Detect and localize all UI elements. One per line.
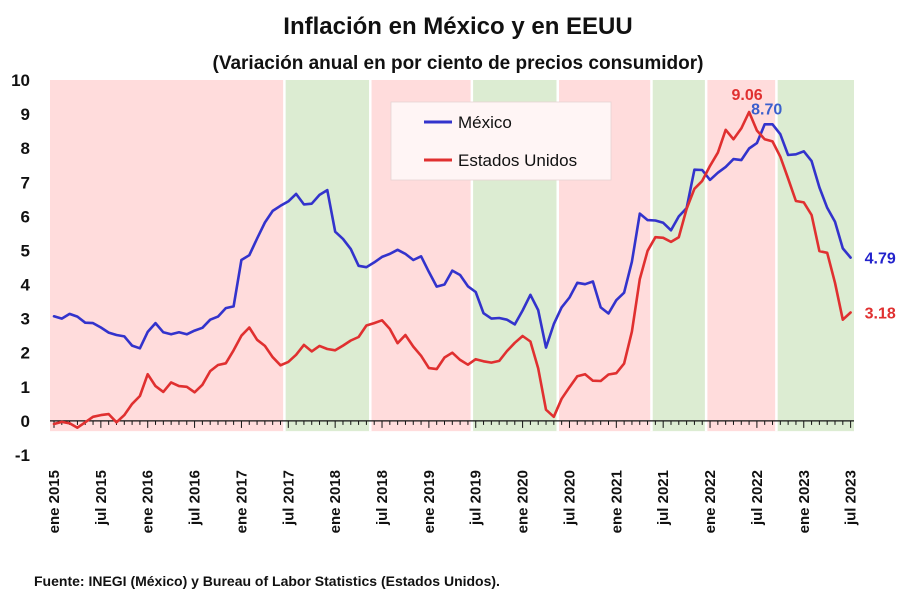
regime-band xyxy=(50,80,285,432)
x-tick-label: jul 2021 xyxy=(655,470,672,526)
legend-box xyxy=(390,101,612,181)
x-tick-label: jul 2018 xyxy=(374,470,391,526)
x-tick-label: jul 2015 xyxy=(93,470,110,526)
legend-label-estados-unidos: Estados Unidos xyxy=(458,151,577,170)
x-tick-label: ene 2021 xyxy=(608,470,625,533)
y-tick-label: 3 xyxy=(21,310,30,329)
data-label: 8.70 xyxy=(751,101,782,118)
series-line-estados-unidos xyxy=(52,110,852,430)
x-tick-label: ene 2017 xyxy=(233,470,250,533)
regime-band xyxy=(651,80,707,432)
y-tick-label: 2 xyxy=(21,344,30,363)
data-annotations: 9.068.70 4.79 3.18 xyxy=(732,87,896,322)
legend: México Estados Unidos xyxy=(390,101,612,181)
x-tick-label: ene 2020 xyxy=(515,470,532,533)
legend-label-mexico: México xyxy=(458,113,512,132)
chart-title: Inflación en México y en EEUU xyxy=(283,13,632,40)
y-tick-label: 0 xyxy=(21,412,30,431)
y-tick-label: -1 xyxy=(15,446,30,465)
data-label: 9.06 xyxy=(732,87,763,104)
y-tick-label: 9 xyxy=(21,105,30,124)
regime-band xyxy=(776,80,854,432)
x-tick-label: jul 2022 xyxy=(749,470,766,526)
y-tick-label: 7 xyxy=(21,173,30,192)
x-tick-label: jul 2020 xyxy=(561,470,578,526)
chart-subtitle: (Variación anual en por ciento de precio… xyxy=(213,53,704,74)
y-tick-label: 10 xyxy=(11,71,30,90)
x-tick-label: jul 2016 xyxy=(187,470,204,526)
data-label: 3.18 xyxy=(865,306,896,323)
x-tick-label: ene 2019 xyxy=(421,470,438,533)
series-line-mexico xyxy=(52,123,852,350)
x-tick-label: ene 2022 xyxy=(702,470,719,533)
x-tick-label: jul 2017 xyxy=(280,470,297,526)
y-tick-label: 4 xyxy=(21,276,31,295)
y-tick-label: 8 xyxy=(21,139,30,158)
regime-band xyxy=(284,80,371,432)
series-lines xyxy=(52,110,852,430)
source-note: Fuente: INEGI (México) y Bureau of Labor… xyxy=(34,573,500,589)
x-tick-label: jul 2019 xyxy=(468,470,485,526)
axes: -1 0 1 2 3 4 5 6 7 8 9 10 ene 2015 jul 2015 ene 2016 ju… xyxy=(11,71,860,533)
x-tick-label: ene 2015 xyxy=(46,470,63,533)
data-label: 4.79 xyxy=(865,251,896,268)
regime-band xyxy=(706,80,777,432)
x-tick-label: ene 2016 xyxy=(140,470,157,533)
x-tick-label: ene 2018 xyxy=(327,470,344,533)
y-tick-label: 5 xyxy=(21,241,30,260)
y-tick-label: 1 xyxy=(21,378,30,397)
x-tick-label: ene 2023 xyxy=(796,470,813,533)
x-tick-label: jul 2023 xyxy=(843,470,860,526)
y-tick-label: 6 xyxy=(21,207,30,226)
